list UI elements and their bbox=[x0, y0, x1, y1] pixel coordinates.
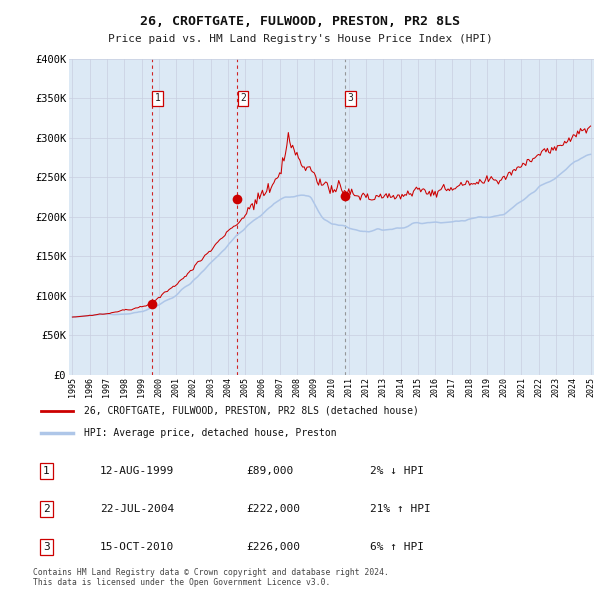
Text: 1: 1 bbox=[43, 466, 50, 476]
Text: 15-OCT-2010: 15-OCT-2010 bbox=[100, 542, 175, 552]
Text: 2% ↓ HPI: 2% ↓ HPI bbox=[370, 466, 424, 476]
Text: Price paid vs. HM Land Registry's House Price Index (HPI): Price paid vs. HM Land Registry's House … bbox=[107, 34, 493, 44]
Text: HPI: Average price, detached house, Preston: HPI: Average price, detached house, Pres… bbox=[84, 428, 337, 438]
Text: 2: 2 bbox=[43, 504, 50, 514]
Text: 21% ↑ HPI: 21% ↑ HPI bbox=[370, 504, 431, 514]
Text: Contains HM Land Registry data © Crown copyright and database right 2024.
This d: Contains HM Land Registry data © Crown c… bbox=[33, 568, 389, 587]
Text: 6% ↑ HPI: 6% ↑ HPI bbox=[370, 542, 424, 552]
Text: 22-JUL-2004: 22-JUL-2004 bbox=[100, 504, 175, 514]
Text: £89,000: £89,000 bbox=[246, 466, 293, 476]
Text: 26, CROFTGATE, FULWOOD, PRESTON, PR2 8LS (detached house): 26, CROFTGATE, FULWOOD, PRESTON, PR2 8LS… bbox=[84, 406, 419, 416]
Text: 3: 3 bbox=[43, 542, 50, 552]
Text: 1: 1 bbox=[155, 93, 161, 103]
Text: £222,000: £222,000 bbox=[246, 504, 300, 514]
Text: 3: 3 bbox=[348, 93, 353, 103]
Text: 2: 2 bbox=[240, 93, 246, 103]
Text: £226,000: £226,000 bbox=[246, 542, 300, 552]
Text: 12-AUG-1999: 12-AUG-1999 bbox=[100, 466, 175, 476]
Text: 26, CROFTGATE, FULWOOD, PRESTON, PR2 8LS: 26, CROFTGATE, FULWOOD, PRESTON, PR2 8LS bbox=[140, 15, 460, 28]
